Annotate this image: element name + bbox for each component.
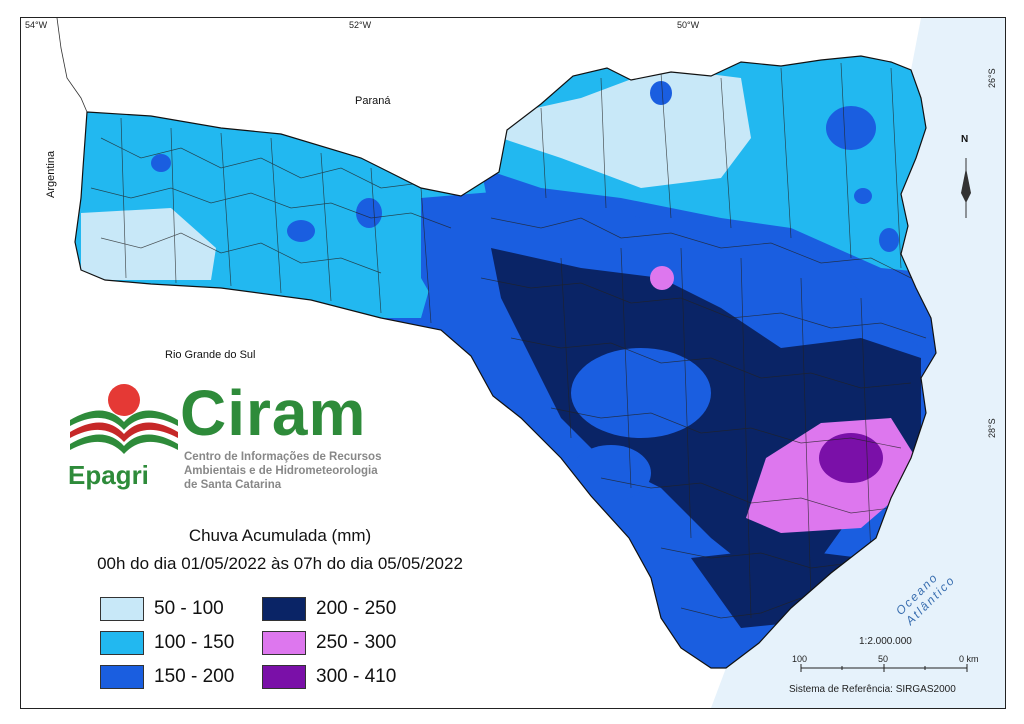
legend-label: 200 - 250	[316, 598, 397, 619]
scale-mark-100: 100	[792, 654, 808, 664]
tick-28s: 28°S	[987, 418, 997, 438]
legend-label: 50 - 100	[154, 598, 224, 619]
epagri-emblem-icon	[70, 384, 178, 454]
scale-mark-0: 0 km	[959, 654, 979, 664]
legend-item: 50 - 100	[100, 597, 264, 621]
label-rio-grande-do-sul: Rio Grande do Sul	[165, 349, 256, 361]
ciram-subtitle: Centro de Informações de Recursos Ambien…	[184, 450, 381, 492]
legend-item: 100 - 150	[100, 631, 264, 655]
legend-label: 300 - 410	[316, 666, 397, 687]
legend-swatch	[100, 597, 144, 621]
legend-title: Chuva Acumulada (mm)	[188, 526, 372, 545]
state-outline	[74, 55, 937, 669]
legend-item: 200 - 250	[262, 597, 426, 621]
legend-swatch	[262, 665, 306, 689]
scale-mark-50: 50	[878, 654, 889, 664]
legend-swatch	[100, 665, 144, 689]
subtitle-line-3: de Santa Catarina	[184, 479, 282, 491]
ciram-wordmark: Ciram	[180, 377, 367, 449]
argentina-border	[56, 18, 88, 113]
legend-item: 150 - 200	[100, 665, 264, 689]
municipal-boundaries	[90, 62, 927, 619]
legend-label: 100 - 150	[154, 632, 235, 653]
north-label: N	[961, 134, 969, 145]
rainfall-map	[56, 18, 1005, 708]
subtitle-line-1: Centro de Informações de Recursos	[184, 451, 382, 463]
legend-period: 00h do dia 01/05/2022 às 07h do dia 05/0…	[97, 554, 463, 573]
legend-swatch	[100, 631, 144, 655]
legend-label: 250 - 300	[316, 632, 397, 653]
north-arrow-icon	[961, 158, 971, 218]
scale-bar	[800, 664, 968, 672]
scale-ratio: 1:2.000.000	[859, 636, 912, 647]
ocean-area	[711, 18, 1005, 708]
tick-26s: 26°S	[987, 68, 997, 88]
epagri-wordmark: Epagri	[68, 460, 149, 490]
epagri-ciram-logo: Epagri Ciram Centro de Informações de Re…	[64, 380, 424, 500]
legend-swatch	[262, 631, 306, 655]
legend-label: 150 - 200	[154, 666, 235, 687]
map-frame: 54°W 52°W 50°W 26°S 28°S Paraná Argentin…	[20, 17, 1006, 709]
legend-item: 300 - 410	[262, 665, 426, 689]
label-argentina: Argentina	[45, 150, 57, 198]
tick-54w: 54°W	[25, 20, 48, 30]
label-parana: Paraná	[355, 95, 391, 107]
subtitle-line-2: Ambientais e de Hidrometeorologia	[184, 465, 378, 477]
tick-52w: 52°W	[349, 20, 372, 30]
reference-system: Sistema de Referência: SIRGAS2000	[789, 684, 956, 695]
legend-swatch	[262, 597, 306, 621]
tick-50w: 50°W	[677, 20, 700, 30]
legend-item: 250 - 300	[262, 631, 426, 655]
